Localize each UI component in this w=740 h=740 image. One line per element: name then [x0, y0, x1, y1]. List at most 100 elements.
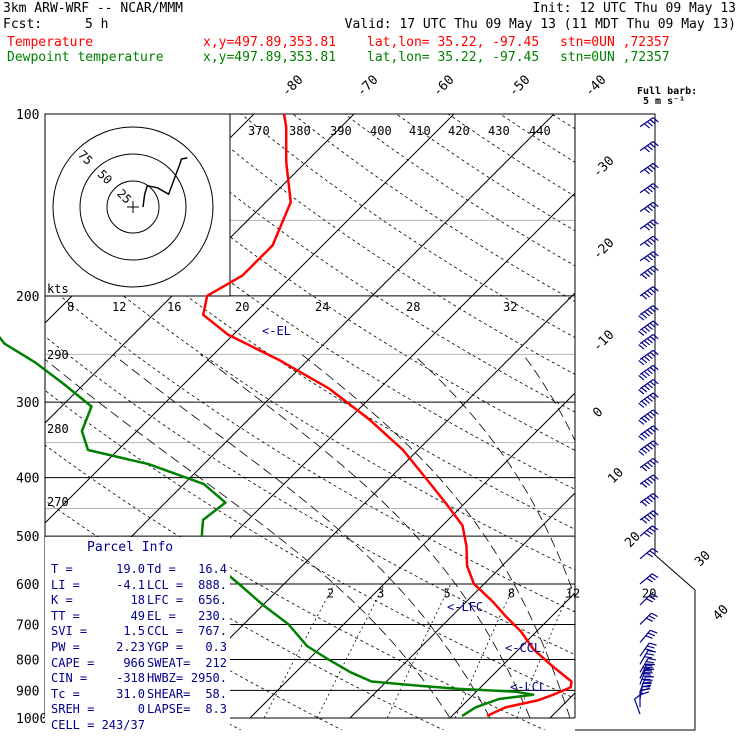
parcel-info-row: LI = -4.1 LCL = 888.	[51, 578, 227, 593]
dry-adiabat	[45, 556, 343, 730]
wind-barb	[639, 663, 655, 679]
theta-side-label: 270	[47, 495, 69, 509]
wind-barb	[639, 251, 659, 263]
dry-adiabat	[189, 114, 575, 375]
dry-adiabat	[604, 114, 740, 731]
isotherm-label: -30	[590, 154, 617, 181]
wind-barb	[639, 593, 658, 606]
hodograph-ring	[52, 126, 214, 288]
parcel-info-cell: 58.	[205, 686, 227, 701]
parcel-info-cell: SHEAR=	[147, 686, 191, 701]
dry-adiabat	[0, 114, 39, 731]
wind-barb	[638, 364, 659, 381]
pressure-label-600: 600	[16, 578, 39, 593]
parcel-info-cell: -318	[116, 671, 145, 686]
pressure-label-300: 300	[16, 396, 39, 411]
isotherm	[349, 492, 575, 719]
parcel-info-cell: LI =	[51, 577, 80, 592]
parcel-info-cell: -4.1	[116, 577, 145, 592]
pressure-label-100: 100	[16, 108, 39, 123]
parcel-info-row: SVI = 1.5 CCL = 767.	[51, 624, 227, 639]
parcel-info-cell: T =	[51, 562, 73, 576]
isotherm-label: -50	[506, 73, 533, 100]
theta-label: 430	[488, 124, 510, 138]
parcel-info-cell: LCL =	[147, 577, 184, 592]
speed-scale-label: 24	[315, 300, 329, 314]
speed-scale-label: 16	[167, 300, 181, 314]
parcel-info-row: Tc = 31.0 SHEAR= 58.	[51, 687, 227, 702]
parcel-info-cell: 966	[123, 655, 145, 670]
isotherm-label: -40	[582, 73, 609, 100]
pressure-label-800: 800	[16, 653, 39, 668]
parcel-info-cell: 2950.	[190, 671, 227, 686]
full-barb-units: 5 m s⁻¹	[643, 96, 685, 107]
speed-scale-label: 20	[235, 300, 249, 314]
parcel-info-cell: 19.0	[116, 562, 145, 576]
pressure-label-700: 700	[16, 618, 39, 633]
init-time: Init: 12 UTC Thu 09 May 13	[532, 1, 737, 16]
parcel-info-box: Parcel Info T = 19.0 Td = 16.4 LI = -4.1 LCL =…	[45, 537, 230, 732]
parcel-info-cell: 888.	[198, 577, 227, 592]
wind-barb	[639, 642, 657, 657]
parcel-info-cell: 2.23	[116, 640, 145, 654]
parcel-info-cell: YGP =	[147, 640, 184, 654]
wind-barb	[639, 612, 658, 625]
parcel-info-title: Parcel Info	[87, 540, 174, 555]
wind-barb	[639, 117, 659, 129]
theta-label: 390	[330, 124, 352, 138]
wind-barb	[638, 305, 659, 321]
dry-adiabat	[45, 335, 575, 656]
moist-adiabat	[45, 358, 451, 719]
pressure-label-900: 900	[16, 684, 39, 699]
isotherm-label: -20	[590, 236, 617, 263]
parcel-info-cell: 31.0	[116, 686, 145, 701]
mixing-ratio-label: 20	[642, 587, 656, 601]
wind-barb	[639, 681, 652, 700]
isotherm	[45, 114, 355, 424]
mixing-ratio-line	[263, 583, 335, 719]
hodograph-kts-label: kts	[47, 282, 69, 296]
wind-barb	[639, 140, 659, 153]
legend-dewpoint-latlon: lat,lon= 35.22, -97.45	[367, 50, 540, 65]
wind-barb	[639, 573, 659, 585]
dry-adiabat	[240, 114, 575, 339]
moist-adiabat	[412, 354, 575, 599]
wind-barb	[639, 201, 659, 214]
wind-barb	[639, 235, 659, 248]
theta-label: 400	[370, 124, 392, 138]
parcel-info-row: K = 18 LFC = 656.	[51, 593, 227, 608]
pressure-label-400: 400	[16, 472, 39, 487]
wind-barb	[639, 668, 654, 685]
parcel-info-cell: 1.5	[123, 624, 145, 639]
ccl-marker: <-CCL	[505, 641, 541, 655]
dry-adiabat	[447, 114, 575, 197]
isotherm	[449, 592, 575, 719]
parcel-info-cell: PW =	[51, 640, 80, 654]
hodograph-ring	[106, 180, 160, 234]
wind-barb	[638, 379, 659, 395]
legend-dewpoint-stn: stn=0UN ,72357	[560, 50, 670, 65]
isotherm-label: 30	[692, 548, 714, 570]
valid-time: Valid: 17 UTC Thu 09 May 13 (11 MDT Thu …	[344, 17, 736, 32]
speed-scale-label: 32	[503, 300, 517, 314]
parcel-info-cell: K =	[51, 593, 73, 608]
wind-barb	[638, 392, 659, 408]
legend-temperature-coords: x,y=497.89,353.81	[203, 35, 337, 50]
parcel-info-cell: 0.3	[205, 640, 227, 654]
wind-barb	[638, 320, 659, 336]
parcel-info-cell: 16.4	[198, 562, 227, 576]
dry-adiabat	[344, 114, 575, 267]
wind-barb	[639, 457, 659, 472]
speed-scale-label: 28	[406, 300, 420, 314]
wind-barb	[638, 440, 659, 456]
parcel-info-cell: LAPSE=	[147, 702, 191, 717]
isotherm-label: -80	[279, 73, 306, 100]
parcel-info-row: CAPE = 966 SWEAT= 212	[51, 656, 227, 671]
wind-barb	[639, 657, 656, 673]
parcel-info-cell: SWEAT=	[147, 655, 191, 670]
parcel-info-cell: HWBZ=	[147, 671, 184, 686]
speed-scale-label: 12	[112, 300, 126, 314]
